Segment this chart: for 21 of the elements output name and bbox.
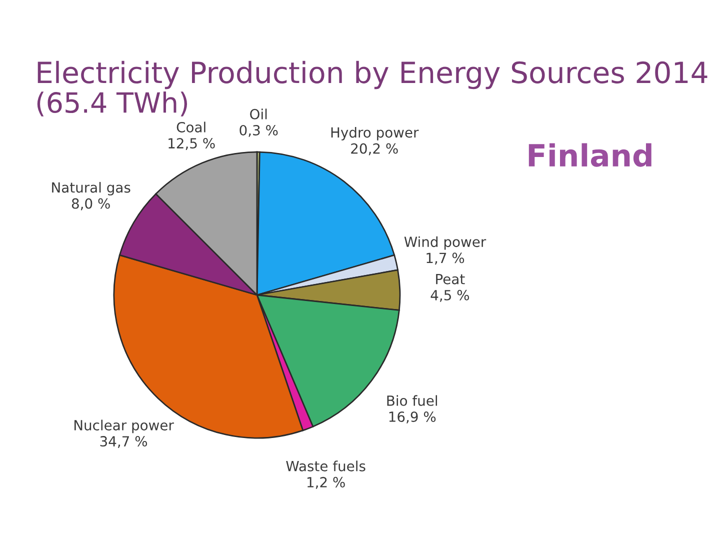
data-label: 1,7 % [426, 252, 464, 265]
text: Finland [528, 143, 652, 167]
slice-label: Peat [436, 274, 465, 284]
data-label: 34,7 % [100, 436, 148, 448]
data-label: 8,0 % [72, 198, 110, 210]
chart-subtitle: (65.4 TWh) [37, 92, 188, 116]
data-label: 4,5 % [430, 290, 470, 302]
data-label: 20,2 % [351, 143, 398, 156]
slice-label: Coal [176, 122, 206, 132]
slice-label: Bio fuel [387, 395, 437, 406]
slice-label: Nuclear power [74, 420, 174, 434]
data-label: 0,3 % [240, 124, 278, 137]
slice-label: Hydro power [331, 126, 419, 140]
slice-label: Wind power [404, 236, 486, 250]
slice-label: Oil [250, 108, 267, 120]
data-label: 12,5 % [168, 138, 215, 150]
data-label: 16,9 % [389, 412, 436, 424]
slice-label: Waste fuels [286, 460, 366, 472]
chart-title: Electricity Production by Energy Sources 2014 [38, 60, 708, 90]
data-label: 1,2 % [307, 476, 345, 489]
slice-label: Natural gas [52, 182, 130, 196]
